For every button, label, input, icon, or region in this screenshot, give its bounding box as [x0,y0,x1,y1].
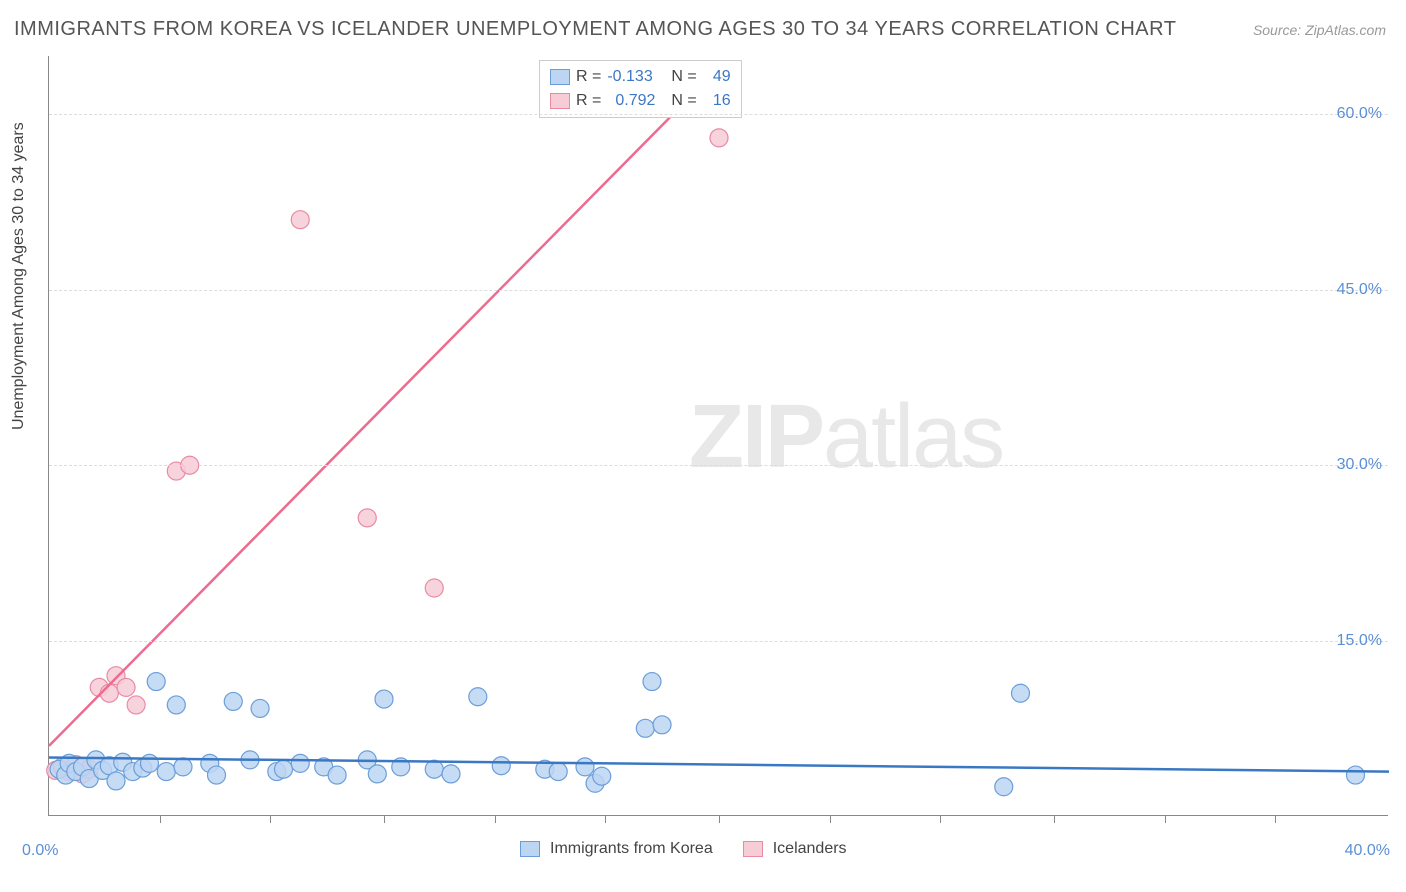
data-point-korea [576,758,594,776]
x-tick [1054,815,1055,823]
swatch-iceland [550,93,570,109]
data-point-korea [653,716,671,734]
data-point-korea [995,778,1013,796]
data-point-korea [251,699,269,717]
data-point-korea [375,690,393,708]
series-legend: Immigrants from Korea Icelanders [520,840,847,858]
r-label: R = [576,89,601,113]
data-point-iceland [117,678,135,696]
x-tick [830,815,831,823]
data-point-korea [469,688,487,706]
data-point-korea [593,767,611,785]
r-value-iceland: 0.792 [607,89,657,113]
x-tick [495,815,496,823]
data-point-korea [167,696,185,714]
chart-svg [49,56,1388,815]
data-point-korea [328,766,346,784]
n-value-korea: 49 [703,65,731,89]
legend-row-korea: R = -0.133 N = 49 [550,65,731,89]
x-tick [1275,815,1276,823]
legend-label-iceland: Icelanders [773,840,847,858]
source-name: ZipAtlas.com [1305,22,1386,38]
y-tick-label: 60.0% [1337,105,1390,123]
data-point-korea [275,760,293,778]
data-point-korea [425,760,443,778]
data-point-korea [147,673,165,691]
gridline [49,290,1388,291]
data-point-korea [224,692,242,710]
data-point-korea [1347,766,1365,784]
legend-row-iceland: R = 0.792 N = 16 [550,89,731,113]
y-axis-title: Unemployment Among Ages 30 to 34 years [10,122,28,430]
y-tick-label: 15.0% [1337,632,1390,650]
data-point-iceland [358,509,376,527]
data-point-iceland [100,684,118,702]
y-tick-label: 30.0% [1337,456,1390,474]
r-value-korea: -0.133 [607,65,657,89]
n-label: N = [671,89,696,113]
swatch-korea-bottom [520,841,540,857]
data-point-korea [636,719,654,737]
x-tick [1165,815,1166,823]
x-tick [160,815,161,823]
x-tick [940,815,941,823]
y-tick-label: 45.0% [1337,281,1390,299]
r-label: R = [576,65,601,89]
source-attribution: Source: ZipAtlas.com [1253,22,1386,38]
data-point-iceland [291,211,309,229]
data-point-korea [107,772,125,790]
data-point-iceland [710,129,728,147]
data-point-korea [291,754,309,772]
gridline [49,465,1388,466]
data-point-iceland [127,696,145,714]
n-label: N = [671,65,696,89]
swatch-korea [550,69,570,85]
data-point-korea [208,766,226,784]
legend-label-korea: Immigrants from Korea [550,840,713,858]
data-point-korea [174,758,192,776]
x-tick [384,815,385,823]
n-value-iceland: 16 [703,89,731,113]
swatch-iceland-bottom [743,841,763,857]
source-label: Source: [1253,22,1305,38]
data-point-korea [643,673,661,691]
gridline [49,114,1388,115]
plot-area: ZIPatlas R = -0.133 N = 49 R = 0.792 N =… [48,56,1388,816]
data-point-korea [368,765,386,783]
data-point-korea [492,757,510,775]
data-point-korea [141,754,159,772]
x-tick [270,815,271,823]
data-point-korea [157,763,175,781]
chart-title: IMMIGRANTS FROM KOREA VS ICELANDER UNEMP… [14,18,1176,41]
data-point-korea [549,763,567,781]
trend-line-iceland [49,68,719,746]
data-point-korea [1012,684,1030,702]
x-tick [605,815,606,823]
gridline [49,641,1388,642]
x-tick [719,815,720,823]
x-max-label: 40.0% [1345,842,1390,860]
x-origin-label: 0.0% [22,842,58,860]
correlation-legend: R = -0.133 N = 49 R = 0.792 N = 16 [539,60,742,118]
data-point-iceland [425,579,443,597]
data-point-korea [442,765,460,783]
